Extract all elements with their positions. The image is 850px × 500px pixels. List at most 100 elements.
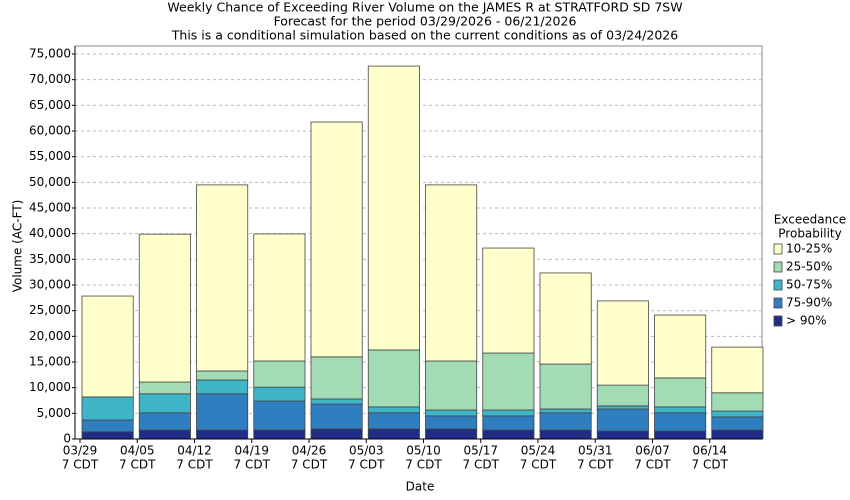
x-tick-label: 05/03	[349, 444, 384, 458]
y-tick-label: 45,000	[29, 201, 71, 215]
y-tick-label: 10,000	[29, 380, 71, 394]
legend-swatch	[773, 279, 783, 291]
bar-segment	[138, 381, 191, 395]
bar-segment	[596, 384, 649, 407]
legend-label: 75-90%	[786, 296, 832, 310]
bar-segment	[711, 416, 764, 431]
y-tick-label: 40,000	[29, 226, 71, 240]
bar-segment	[482, 352, 535, 411]
bar-segment	[425, 184, 478, 362]
bar-segment	[596, 430, 649, 440]
legend-label: 50-75%	[786, 278, 832, 292]
legend-swatch	[773, 297, 783, 309]
bar-segment	[138, 393, 191, 414]
legend-swatch	[773, 261, 783, 273]
y-tick-label: 60,000	[29, 124, 71, 138]
bar-segment	[482, 409, 535, 417]
bar-segment	[711, 392, 764, 412]
bar-segment	[81, 419, 134, 433]
bar-segment	[711, 410, 764, 418]
legend-label: > 90%	[786, 314, 827, 328]
legend-title: Probability	[778, 227, 841, 241]
x-tick-label: 05/17	[463, 444, 498, 458]
bar-segment	[539, 408, 592, 414]
bar-segment	[539, 412, 592, 431]
legend-label: 10-25%	[786, 242, 832, 256]
bar-segment	[596, 300, 649, 386]
bar-segment	[138, 233, 191, 383]
bar-segment	[425, 360, 478, 411]
bar-segment	[425, 428, 478, 440]
bar-segment	[482, 247, 535, 354]
legend-title: Exceedance	[774, 213, 846, 227]
y-tick-label: 15,000	[29, 355, 71, 369]
bar-segment	[196, 393, 249, 431]
bar-segment	[310, 428, 363, 440]
x-tick-label: 04/26	[292, 444, 327, 458]
legend-swatch	[773, 315, 783, 327]
bar-segment	[482, 415, 535, 431]
x-tick-sublabel: 7 CDT	[234, 458, 271, 472]
y-tick-label: 20,000	[29, 329, 71, 343]
x-tick-label: 05/10	[406, 444, 441, 458]
x-tick-sublabel: 7 CDT	[577, 458, 614, 472]
bar-segment	[310, 398, 363, 405]
x-tick-label: 06/07	[635, 444, 670, 458]
bar-segment	[253, 360, 306, 388]
x-tick-sublabel: 7 CDT	[119, 458, 156, 472]
chart-subtitle: Forecast for the period 03/29/2026 - 06/…	[274, 14, 577, 29]
bar-segment	[596, 405, 649, 410]
x-tick-sublabel: 7 CDT	[634, 458, 671, 472]
y-tick-label: 5,000	[37, 406, 71, 420]
bar-segment	[310, 403, 363, 430]
bar-segment	[81, 431, 134, 440]
bar-segment	[81, 295, 134, 398]
bar-segment	[253, 429, 306, 440]
x-tick-sublabel: 7 CDT	[692, 458, 729, 472]
bar-segment	[196, 184, 249, 372]
bar-segment	[367, 65, 420, 351]
x-tick-label: 05/31	[578, 444, 613, 458]
y-tick-label: 70,000	[29, 72, 71, 86]
bar-segment	[367, 412, 420, 430]
bar-segment	[425, 415, 478, 430]
y-tick-label: 55,000	[29, 149, 71, 163]
bar-segment	[654, 412, 707, 432]
bar-segment	[196, 379, 249, 395]
x-tick-sublabel: 7 CDT	[520, 458, 557, 472]
bar-segment	[539, 272, 592, 365]
x-axis-label: Date	[406, 480, 435, 494]
bar-segment	[138, 429, 191, 440]
bar-segment	[654, 430, 707, 440]
legend-swatch	[773, 243, 783, 255]
y-tick-label: 65,000	[29, 98, 71, 112]
x-tick-label: 06/14	[692, 444, 727, 458]
x-tick-label: 04/12	[177, 444, 212, 458]
bar-segment	[196, 370, 249, 381]
bar-segment	[482, 429, 535, 440]
y-tick-label: 50,000	[29, 175, 71, 189]
bar-segment	[654, 406, 707, 414]
bar-segment	[367, 349, 420, 408]
x-tick-sublabel: 7 CDT	[291, 458, 328, 472]
bar-segment	[539, 429, 592, 440]
x-tick-label: 04/05	[120, 444, 155, 458]
bar-segment	[711, 346, 764, 394]
y-tick-label: 75,000	[29, 47, 71, 61]
x-tick-label: 05/24	[521, 444, 556, 458]
bar-segment	[253, 233, 306, 362]
y-axis-label: Volume (AC-FT)	[11, 200, 25, 293]
bar-segment	[310, 356, 363, 400]
bar-segment	[253, 400, 306, 431]
bar-segment	[367, 428, 420, 440]
x-tick-sublabel: 7 CDT	[463, 458, 500, 472]
bar-segment	[425, 409, 478, 417]
bar-segment	[367, 406, 420, 414]
y-tick-label: 30,000	[29, 278, 71, 292]
x-tick-sublabel: 7 CDT	[62, 458, 99, 472]
x-tick-sublabel: 7 CDT	[405, 458, 442, 472]
bar-segment	[654, 314, 707, 379]
bar-segment	[253, 386, 306, 402]
legend-label: 25-50%	[786, 260, 832, 274]
